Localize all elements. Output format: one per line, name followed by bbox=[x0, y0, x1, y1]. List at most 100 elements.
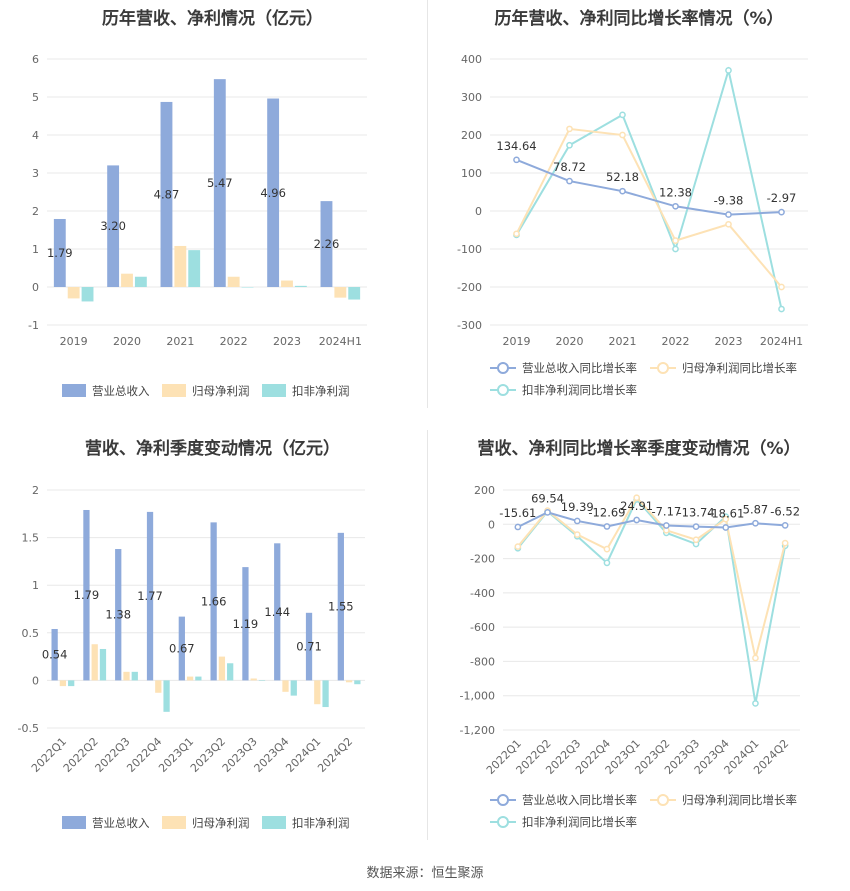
x-tick-label: 2023 bbox=[273, 335, 301, 348]
data-label: 19.39 bbox=[561, 500, 594, 514]
data-label: -13.74 bbox=[678, 506, 715, 520]
bar bbox=[320, 201, 333, 287]
bar bbox=[131, 671, 138, 681]
y-tick-label: -0.5 bbox=[18, 722, 39, 735]
bar bbox=[188, 250, 201, 287]
x-tick-label: 2024H1 bbox=[319, 335, 362, 348]
bar bbox=[83, 509, 90, 681]
x-tick-label: 2020 bbox=[556, 335, 584, 348]
data-point bbox=[603, 545, 611, 553]
legend-label: 营业总收入同比增长率 bbox=[522, 793, 637, 807]
bar bbox=[345, 680, 353, 683]
data-point bbox=[633, 494, 640, 502]
bar bbox=[178, 616, 185, 681]
bar bbox=[218, 656, 226, 681]
bar bbox=[314, 680, 321, 705]
bar bbox=[91, 644, 98, 681]
legend-label: 扣非净利润 bbox=[292, 816, 350, 830]
bar bbox=[227, 663, 234, 681]
y-tick-label: -800 bbox=[470, 655, 495, 668]
legend-swatch bbox=[262, 384, 286, 397]
data-label: 69.54 bbox=[531, 491, 564, 505]
x-tick-label: 2021 bbox=[609, 335, 637, 348]
bar bbox=[282, 680, 289, 692]
legend-marker bbox=[657, 794, 669, 806]
data-point bbox=[619, 111, 626, 119]
bar bbox=[258, 680, 266, 681]
legend-marker bbox=[497, 794, 509, 806]
x-tick-label: 2019 bbox=[503, 335, 531, 348]
series-line bbox=[516, 158, 782, 216]
data-point bbox=[725, 67, 732, 74]
data-point bbox=[778, 283, 785, 291]
chart-title: 营收、净利季度变动情况（亿元） bbox=[85, 439, 340, 459]
data-point bbox=[725, 211, 732, 218]
x-tick-label: 2020 bbox=[113, 335, 141, 348]
data-point bbox=[752, 700, 759, 707]
y-tick-label: -200 bbox=[457, 281, 482, 294]
data-label: 134.64 bbox=[496, 139, 536, 153]
data-label: -12.69 bbox=[588, 505, 625, 519]
bar bbox=[334, 287, 347, 298]
legend-label: 营业总收入同比增长率 bbox=[522, 361, 637, 375]
data-label: 1.79 bbox=[74, 588, 100, 602]
y-tick-label: 300 bbox=[461, 91, 482, 104]
x-tick-label: 2021 bbox=[166, 335, 194, 348]
chart-annual-revenue-profit: 历年营收、净利情况（亿元） -1 0 1 2 3 4 5 6 2019 2020 2021 2022 2… bbox=[0, 0, 425, 410]
data-label: -18.61 bbox=[707, 506, 744, 520]
data-label: 5.47 bbox=[207, 176, 233, 190]
data-label: 1.19 bbox=[233, 617, 259, 631]
data-point bbox=[573, 517, 581, 525]
data-point bbox=[619, 187, 626, 195]
y-tick-label: 0.5 bbox=[22, 627, 40, 640]
bar bbox=[227, 276, 240, 287]
legend-label: 扣非净利润同比增长率 bbox=[522, 383, 637, 397]
legend-label: 归母净利润同比增长率 bbox=[682, 361, 797, 375]
y-tick-label: 0 bbox=[32, 281, 39, 294]
data-point bbox=[514, 523, 522, 531]
legend-label: 营业总收入 bbox=[92, 384, 150, 398]
y-tick-label: -200 bbox=[470, 553, 495, 566]
legend-marker bbox=[657, 362, 669, 374]
y-tick-label: -300 bbox=[457, 319, 482, 332]
series-line bbox=[517, 496, 787, 659]
data-label: -15.61 bbox=[499, 506, 536, 520]
bar bbox=[160, 101, 173, 287]
y-tick-label: 1 bbox=[32, 243, 39, 256]
bar bbox=[59, 680, 67, 687]
data-point bbox=[573, 531, 581, 538]
data-point bbox=[513, 156, 520, 164]
bar bbox=[305, 612, 313, 681]
bar bbox=[53, 218, 66, 287]
panel-divider-top bbox=[427, 0, 428, 408]
data-label: 1.55 bbox=[328, 600, 354, 614]
data-point bbox=[619, 131, 626, 139]
legend-marker bbox=[497, 816, 509, 828]
bar bbox=[115, 549, 122, 681]
legend-label: 归母净利润同比增长率 bbox=[682, 793, 797, 807]
chart-quarterly-growth-rate: 营收、净利同比增长率季度变动情况（%） -1,200 -1,000 -800 -600… bbox=[428, 428, 850, 848]
legend-label: 扣非净利润 bbox=[292, 384, 350, 398]
legend-label: 归母净利润 bbox=[192, 384, 250, 398]
data-source-note: 数据来源：恒生聚源 bbox=[366, 866, 484, 881]
data-point bbox=[544, 509, 551, 516]
legend-swatch bbox=[262, 816, 286, 829]
data-point bbox=[672, 237, 679, 244]
data-label: 24.91 bbox=[620, 499, 653, 513]
y-tick-label: 3 bbox=[32, 167, 39, 180]
y-tick-label: -400 bbox=[470, 587, 495, 600]
chart-svg: -1 0 1 2 3 4 5 6 2019 2020 2021 2022 2023 2024H1 1.79 3… bbox=[28, 53, 367, 398]
data-point bbox=[752, 654, 759, 662]
data-label: -9.38 bbox=[714, 194, 744, 208]
legend-swatch bbox=[162, 384, 186, 397]
bar bbox=[281, 280, 293, 287]
data-label: 4.96 bbox=[260, 186, 286, 200]
bar bbox=[250, 678, 257, 681]
data-point bbox=[778, 305, 785, 313]
data-point bbox=[603, 523, 611, 530]
data-point bbox=[752, 519, 759, 527]
series-line bbox=[517, 497, 787, 704]
data-point bbox=[603, 559, 611, 567]
bar bbox=[155, 680, 162, 693]
data-label: 78.72 bbox=[553, 160, 586, 174]
